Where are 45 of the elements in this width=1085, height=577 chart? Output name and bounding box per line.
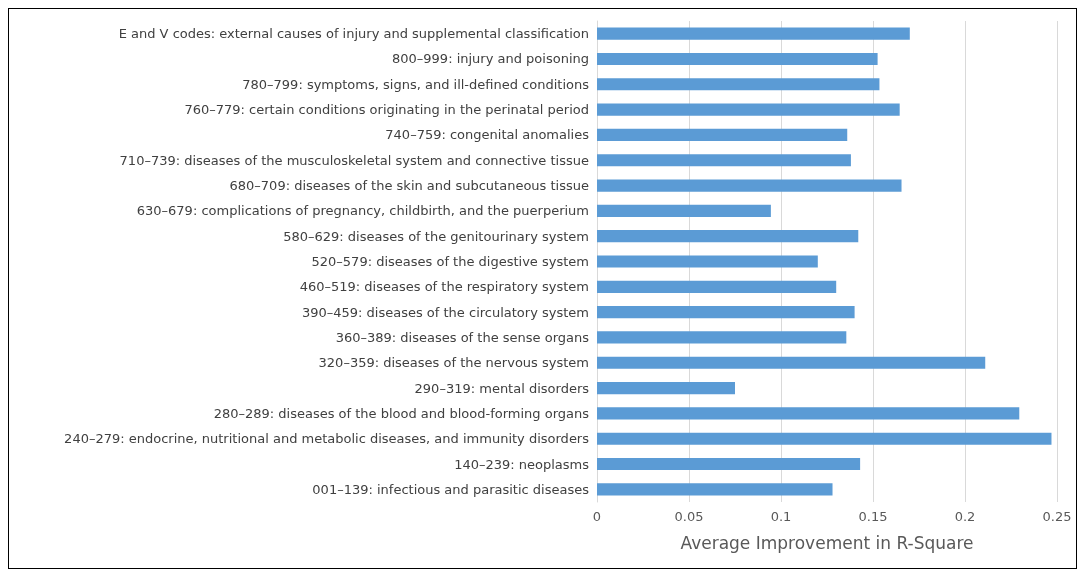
bar bbox=[597, 331, 847, 344]
y-tick-label: 460–519: diseases of the respiratory system bbox=[299, 279, 589, 295]
x-tick-label: 0.05 bbox=[674, 509, 704, 524]
bar bbox=[597, 407, 1020, 420]
bar bbox=[597, 78, 880, 91]
bar bbox=[597, 280, 837, 293]
x-tick-label: 0 bbox=[592, 509, 602, 524]
y-tick-label: 580–629: diseases of the genitourinary system bbox=[283, 228, 589, 244]
y-tick-label: 520–579: diseases of the digestive system bbox=[311, 254, 589, 269]
x-tick-label: 0.25 bbox=[1042, 509, 1072, 524]
bar bbox=[597, 306, 855, 319]
y-tick-label: 360–389: diseases of the sense organs bbox=[335, 329, 590, 345]
y-tick-label: 390–459: diseases of the circulatory system bbox=[301, 304, 589, 320]
bar bbox=[597, 483, 833, 496]
y-tick-label: E and V codes: external causes of injury and supplemental classification bbox=[118, 26, 589, 42]
y-tick-label: 290–319: mental disorders bbox=[414, 380, 590, 396]
x-tick-label: 0.1 bbox=[770, 509, 792, 524]
x-axis-title: Average Improvement in R-Square bbox=[680, 532, 974, 553]
y-tick-label: 760–779: certain conditions originating in the perinatal period bbox=[184, 102, 589, 118]
bar bbox=[597, 230, 859, 243]
bar bbox=[597, 382, 735, 395]
y-tick-label: 280–289: diseases of the blood and blood-forming organs bbox=[213, 405, 590, 421]
bar bbox=[597, 204, 771, 217]
y-tick-label: 780–799: symptoms, signs, and ill-defined conditions bbox=[242, 76, 590, 92]
y-tick-label: 680–709: diseases of the skin and subcutaneous tissue bbox=[229, 178, 589, 194]
y-tick-label: 140–239: neoplasms bbox=[454, 456, 590, 472]
bar bbox=[597, 356, 986, 369]
y-tick-label: 630–679: complications of pregnancy, childbirth, and the puerperium bbox=[136, 203, 589, 219]
y-tick-label: 240–279: endocrine, nutritional and metabolic diseases, and immunity disorders bbox=[64, 431, 590, 447]
bar bbox=[597, 154, 851, 167]
bar bbox=[597, 27, 910, 40]
y-tick-label: 001–139: infectious and parasitic diseases bbox=[312, 481, 590, 497]
y-tick-label: 710–739: diseases of the musculoskeletal system and connective tissue bbox=[119, 152, 589, 168]
x-tick-label: 0.15 bbox=[858, 509, 888, 524]
y-tick-label: 740–759: congenital anomalies bbox=[385, 127, 590, 143]
bar bbox=[597, 432, 1052, 445]
bar bbox=[597, 128, 848, 141]
bar bbox=[597, 179, 902, 192]
bar bbox=[597, 457, 861, 471]
y-tick-label: 800–999: injury and poisoning bbox=[392, 51, 589, 67]
bar bbox=[597, 255, 818, 268]
x-tick-label: 0.2 bbox=[954, 509, 976, 524]
bar bbox=[597, 103, 900, 116]
y-tick-label: 320–359: diseases of the nervous system bbox=[318, 355, 589, 371]
bar bbox=[597, 52, 878, 66]
